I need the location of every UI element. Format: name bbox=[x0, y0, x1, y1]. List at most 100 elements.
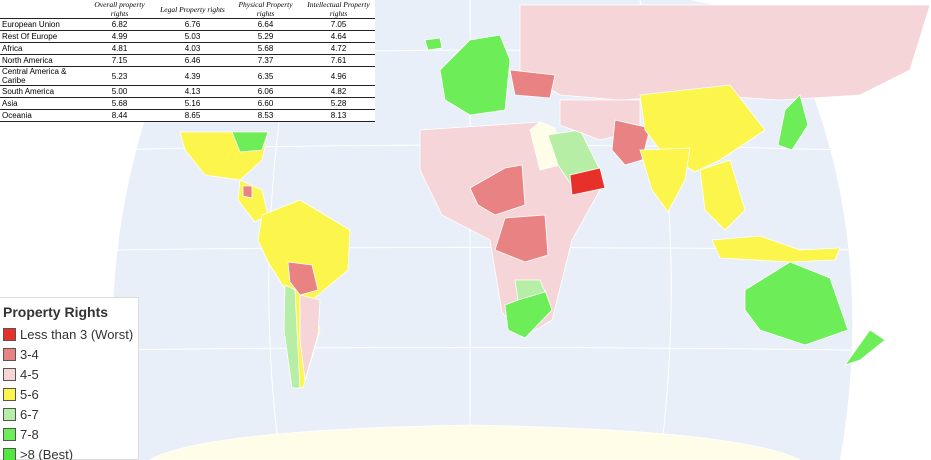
legend-swatch bbox=[3, 347, 16, 361]
table-row: North America 7.15 6.46 7.37 7.61 bbox=[0, 54, 375, 67]
cell-value: 6.76 bbox=[156, 18, 229, 31]
cell-value: 4.81 bbox=[83, 42, 156, 55]
indonesia bbox=[711, 235, 841, 263]
legend: Property Rights Less than 3 (Worst) 3-4 4-… bbox=[0, 297, 139, 460]
new-zealand bbox=[843, 329, 886, 366]
table-row: South America 5.00 4.13 6.06 4.82 bbox=[0, 85, 375, 98]
cell-value: 6.82 bbox=[83, 18, 156, 31]
column-header: Legal Property rights bbox=[156, 0, 229, 19]
cell-value: 8.53 bbox=[229, 109, 302, 122]
cell-value: 5.68 bbox=[83, 97, 156, 110]
legend-swatch bbox=[3, 387, 16, 401]
bolivia bbox=[287, 261, 319, 296]
table-row: Asia 5.68 5.16 6.60 5.28 bbox=[0, 97, 375, 110]
cell-value: 6.60 bbox=[229, 97, 302, 110]
antarctica bbox=[149, 424, 801, 460]
cell-value: 7.15 bbox=[83, 54, 156, 67]
usa-part bbox=[231, 131, 269, 153]
drc bbox=[494, 214, 549, 263]
yemen bbox=[569, 167, 606, 196]
cell-value: 4.39 bbox=[156, 66, 229, 86]
legend-swatch bbox=[3, 407, 16, 421]
legend-label: 3-4 bbox=[20, 346, 39, 362]
legend-label: 7-8 bbox=[20, 426, 39, 442]
argentina bbox=[299, 294, 321, 381]
cell-value: 5.68 bbox=[229, 42, 302, 55]
cell-value: 4.72 bbox=[302, 42, 375, 55]
cell-value: 5.00 bbox=[83, 85, 156, 98]
legend-label: 5-6 bbox=[20, 386, 39, 402]
legend-label: Less than 3 (Worst) bbox=[20, 326, 134, 342]
legend-item: 5-6 bbox=[3, 384, 138, 404]
legend-title: Property Rights bbox=[3, 304, 109, 320]
row-label: Oceania bbox=[0, 109, 83, 122]
legend-swatch bbox=[3, 327, 16, 341]
legend-item: >8 (Best) bbox=[3, 444, 138, 460]
cell-value: 4.96 bbox=[302, 66, 375, 86]
nigeria-chad bbox=[469, 164, 526, 216]
table-row: Africa 4.81 4.03 5.68 4.72 bbox=[0, 42, 375, 55]
cell-value: 4.64 bbox=[302, 30, 375, 43]
cell-value: 5.29 bbox=[229, 30, 302, 43]
legend-item: 4-5 bbox=[3, 364, 138, 384]
legend-item: 7-8 bbox=[3, 424, 138, 444]
legend-label: >8 (Best) bbox=[20, 446, 74, 460]
cell-value: 8.44 bbox=[83, 109, 156, 122]
column-header: Physical Property rights bbox=[229, 0, 302, 19]
row-label: Central America & Caribe bbox=[0, 66, 83, 86]
india bbox=[639, 147, 691, 213]
legend-swatch bbox=[3, 427, 16, 441]
cell-value: 5.03 bbox=[156, 30, 229, 43]
table-row: European Union 6.82 6.76 6.64 7.05 bbox=[0, 18, 375, 31]
cell-value: 4.03 bbox=[156, 42, 229, 55]
japan bbox=[777, 94, 809, 151]
table-body: European Union 6.82 6.76 6.64 7.05 Rest Of Eu… bbox=[0, 18, 375, 122]
column-header: Intellectual Property rights bbox=[302, 0, 375, 19]
cell-value: 8.13 bbox=[302, 109, 375, 122]
row-label: South America bbox=[0, 85, 83, 98]
ukraine bbox=[509, 69, 556, 99]
southeast-asia bbox=[699, 159, 746, 231]
botswana bbox=[514, 279, 546, 301]
cell-value: 5.23 bbox=[83, 66, 156, 86]
australia bbox=[744, 261, 849, 346]
cell-value: 4.82 bbox=[302, 85, 375, 98]
legend-label: 6-7 bbox=[20, 406, 39, 422]
legend-swatch bbox=[3, 367, 16, 381]
chile bbox=[283, 284, 301, 389]
cell-value: 6.06 bbox=[229, 85, 302, 98]
corner bbox=[0, 0, 83, 19]
cell-value: 6.46 bbox=[156, 54, 229, 67]
cell-value: 6.64 bbox=[229, 18, 302, 31]
table-header: Overall property rights Legal Property ri… bbox=[0, 0, 375, 19]
cell-value: 7.37 bbox=[229, 54, 302, 67]
cell-value: 7.05 bbox=[302, 18, 375, 31]
row-label: North America bbox=[0, 54, 83, 67]
table-row: Oceania 8.44 8.65 8.53 8.13 bbox=[0, 109, 375, 122]
row-label: Asia bbox=[0, 97, 83, 110]
table-row: Rest Of Europe 4.99 5.03 5.29 4.64 bbox=[0, 30, 375, 43]
europe bbox=[439, 34, 511, 116]
cell-value: 4.99 bbox=[83, 30, 156, 43]
row-label: Africa bbox=[0, 42, 83, 55]
cell-value: 7.61 bbox=[302, 54, 375, 67]
legend-item: Less than 3 (Worst) bbox=[3, 324, 138, 344]
honduras bbox=[242, 185, 253, 199]
cell-value: 5.28 bbox=[302, 97, 375, 110]
data-table: Overall property rights Legal Property ri… bbox=[0, 0, 375, 122]
column-header: Overall property rights bbox=[83, 0, 156, 19]
legend-item: 6-7 bbox=[3, 404, 138, 424]
cell-value: 4.13 bbox=[156, 85, 229, 98]
legend-label: 4-5 bbox=[20, 366, 39, 382]
row-label: Rest Of Europe bbox=[0, 30, 83, 43]
legend-swatch bbox=[3, 447, 16, 460]
row-label: European Union bbox=[0, 18, 83, 31]
legend-item: 3-4 bbox=[3, 344, 138, 364]
land bbox=[149, 4, 931, 460]
cell-value: 5.16 bbox=[156, 97, 229, 110]
table-row: Central America & Caribe 5.23 4.39 6.35 4.96 bbox=[0, 66, 375, 86]
iceland bbox=[424, 37, 443, 51]
cell-value: 8.65 bbox=[156, 109, 229, 122]
cell-value: 6.35 bbox=[229, 66, 302, 86]
